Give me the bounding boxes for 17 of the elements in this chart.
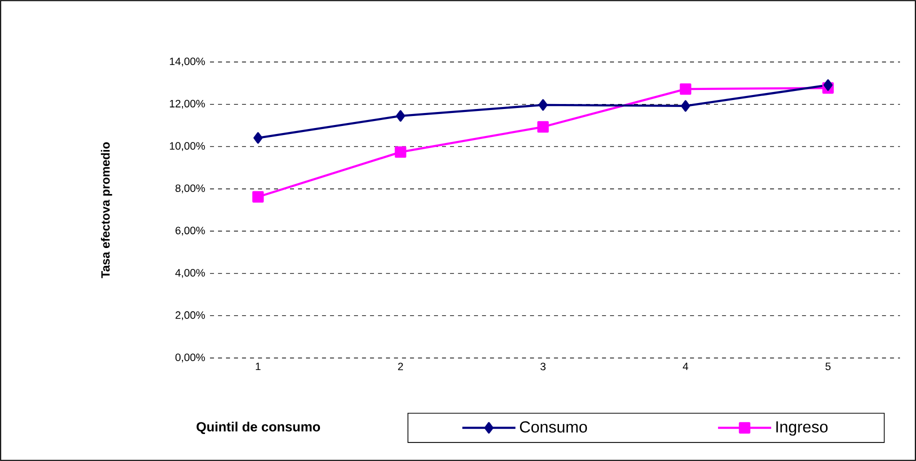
x-tick-label: 4: [682, 362, 688, 370]
y-tick-label: 0,00%: [175, 354, 205, 362]
y-tick-label: 10,00%: [170, 142, 205, 151]
legend-label: Ingreso: [776, 421, 828, 436]
y-tick-label: 6,00%: [176, 226, 205, 236]
y-tick-label: 8,00%: [176, 184, 205, 194]
legend-label: Consumo: [520, 421, 587, 433]
y-tick-label: 2,00%: [176, 311, 205, 320]
x-tick-label: 3: [540, 362, 546, 370]
y-axis-title: Tasa efectova promedio: [100, 142, 112, 278]
y-tick-label: 4,00%: [175, 269, 205, 278]
x-axis-title: Quintil de consumo: [196, 422, 320, 434]
x-tick-label: 2: [398, 362, 403, 370]
y-tick-label: 12,00%: [170, 100, 205, 109]
x-tick-label: 5: [825, 362, 831, 370]
y-tick-label: 14,00%: [170, 58, 205, 66]
x-tick-label: 1: [256, 362, 260, 370]
